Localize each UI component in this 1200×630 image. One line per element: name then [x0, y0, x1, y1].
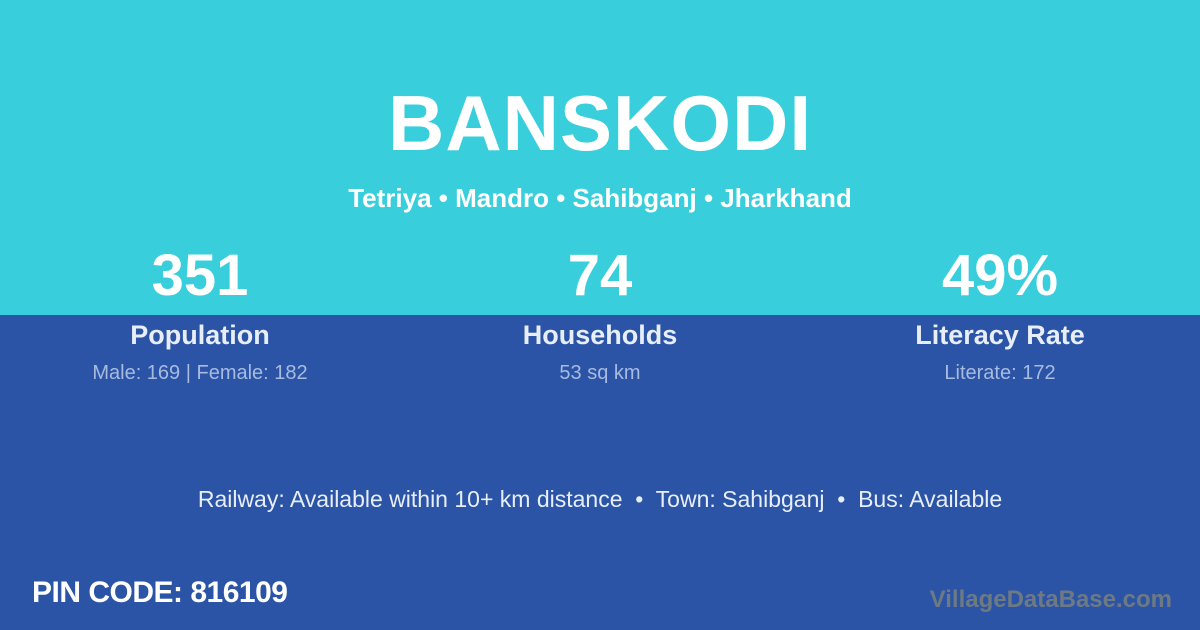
households-label: Households	[522, 320, 678, 350]
pin-code-label: PIN CODE: 816109	[32, 576, 288, 609]
stat-population: 351 Population Male: 169 | Female: 182	[0, 240, 400, 385]
households-value: 74	[567, 243, 633, 308]
population-value: 351	[151, 243, 249, 308]
bottom-background-band	[0, 315, 1200, 630]
literacy-value: 49%	[941, 243, 1059, 308]
transport-info-line: Railway: Available within 10+ km distanc…	[197, 486, 1003, 512]
stat-literacy-rate: 49% Literacy Rate Literate: 172	[800, 240, 1200, 385]
watermark-site-name: VillageDataBase.com	[929, 586, 1172, 613]
literacy-detail: Literate: 172	[944, 361, 1056, 384]
population-label: Population	[130, 320, 270, 350]
breadcrumb-location-line: Tetriya • Mandro • Sahibganj • Jharkhand	[348, 183, 852, 213]
stats-row: 351 Population Male: 169 | Female: 182 7…	[0, 240, 1200, 385]
population-detail: Male: 169 | Female: 182	[92, 361, 308, 384]
literacy-label: Literacy Rate	[915, 320, 1085, 350]
top-background-band	[0, 0, 1200, 315]
stat-households: 74 Households 53 sq km	[400, 240, 800, 385]
page-title: BANSKODI	[387, 79, 812, 167]
households-detail: 53 sq km	[559, 361, 641, 384]
